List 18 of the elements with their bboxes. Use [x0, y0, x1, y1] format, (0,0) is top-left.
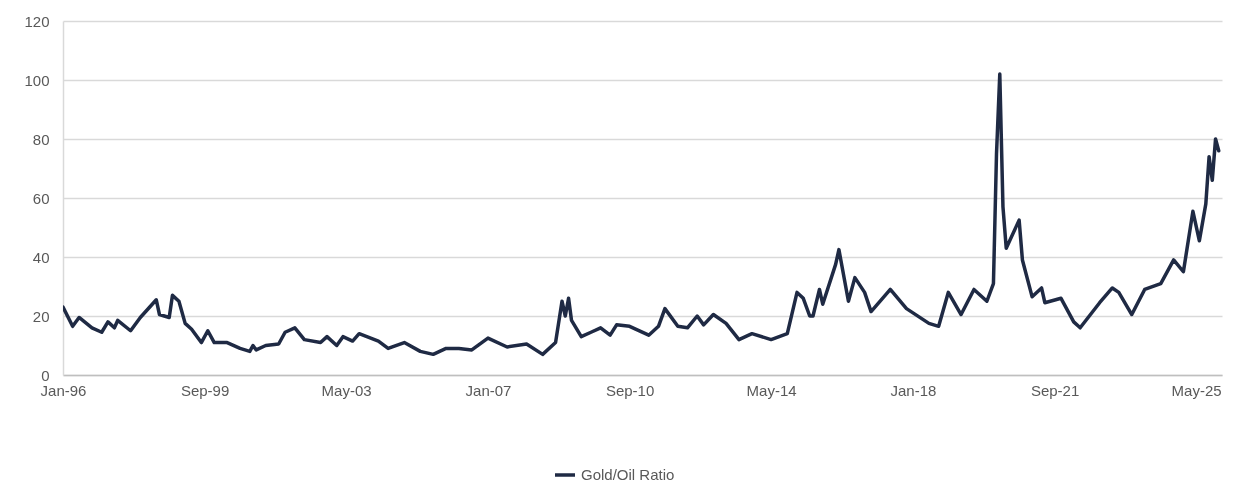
x-tick-label: Sep-21 — [1030, 381, 1080, 399]
y-tick-label: 60 — [32, 189, 50, 207]
x-tick-label: Jan-07 — [465, 381, 512, 399]
y-tick-label: 40 — [32, 248, 50, 266]
x-tick-label: Jan-18 — [890, 381, 937, 399]
y-tick-label: 20 — [32, 307, 50, 325]
y-tick-label: 100 — [24, 71, 50, 89]
y-tick-label: 80 — [32, 130, 50, 148]
y-tick-label: 0 — [41, 366, 50, 384]
x-tick-label: May-03 — [321, 381, 372, 399]
x-tick-label: May-14 — [746, 381, 797, 399]
x-tick-label: Sep-99 — [180, 381, 230, 399]
x-tick-label: Jan-96 — [40, 381, 87, 399]
line-series — [63, 72, 1221, 357]
x-tick-label: May-25 — [1171, 381, 1222, 399]
y-tick-label: 120 — [24, 12, 50, 30]
x-tick-label: Sep-10 — [605, 381, 655, 399]
legend-label: Gold/Oil Ratio — [581, 466, 675, 480]
